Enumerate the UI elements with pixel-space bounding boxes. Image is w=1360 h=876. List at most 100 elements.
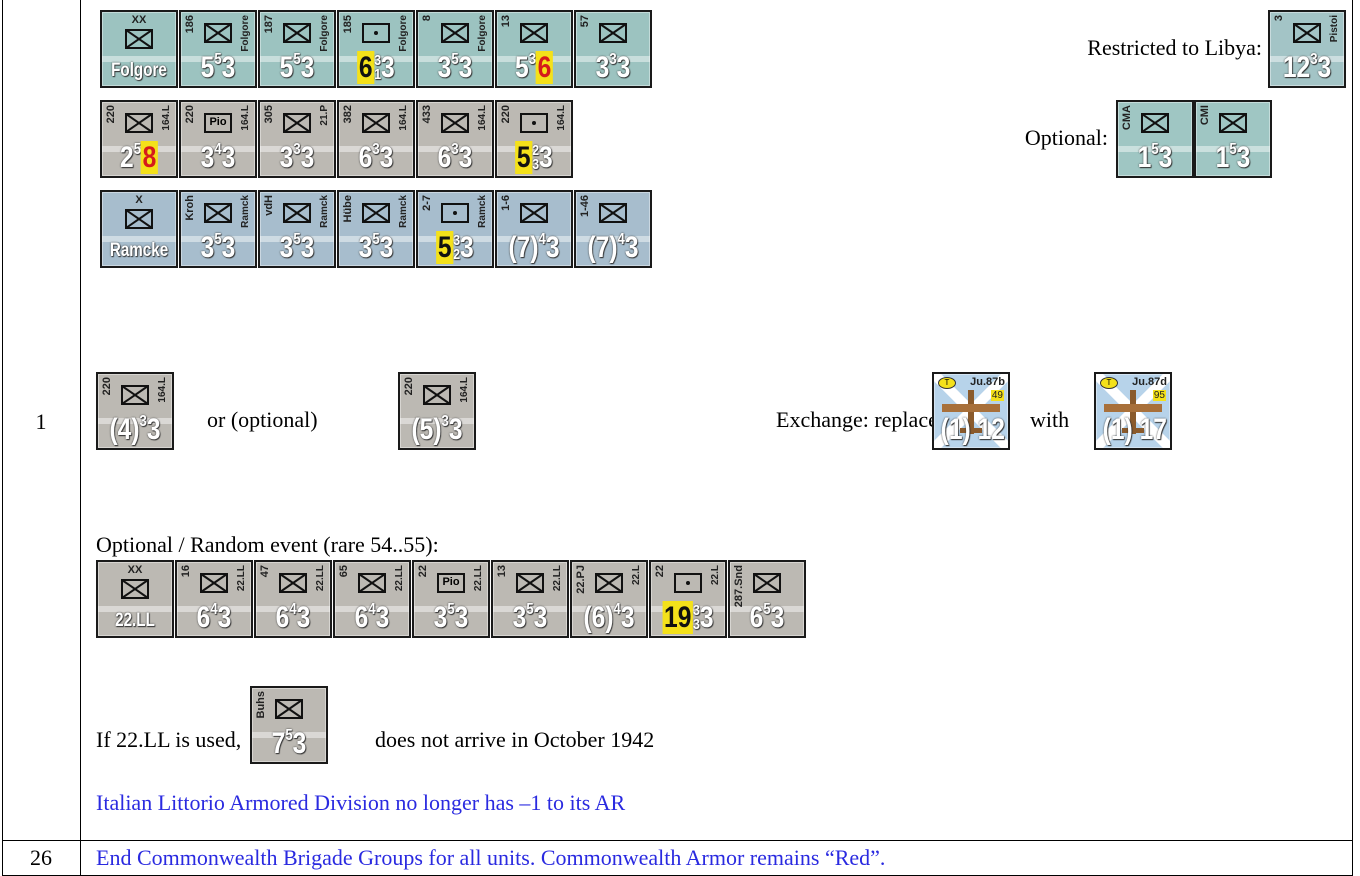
counter: T Ju.87d 95 (1) 17: [1094, 372, 1172, 450]
counter: 185 Folgore 6 3 1 3: [337, 10, 415, 88]
unit-id: 2-7: [421, 195, 433, 211]
label: with: [1030, 407, 1070, 432]
counter-stripe: [181, 56, 255, 62]
factors: (4)33: [105, 414, 166, 446]
unit-symbol: [599, 23, 627, 43]
factors: (7)43: [583, 232, 644, 264]
unit-symbol: [520, 113, 548, 133]
unit-symbol: [423, 385, 451, 405]
movement: 3: [292, 727, 307, 760]
movement: 3: [624, 231, 639, 264]
aircraft-number: 95: [1152, 390, 1166, 401]
counter-stripe: [177, 606, 251, 612]
counter-stripe: [497, 236, 571, 242]
factors: (7)43: [504, 232, 565, 264]
factors: 633: [425, 142, 486, 174]
counter-stripe: [102, 56, 176, 62]
unit-symbol: [279, 573, 307, 593]
defense: 3: [528, 51, 537, 68]
counter: X Ramcke: [100, 190, 178, 268]
attack: 3: [279, 141, 294, 174]
unit-id: 57: [579, 15, 591, 28]
unit-id: 65: [338, 565, 350, 578]
label: If 22.LL is used,: [96, 727, 242, 752]
unit-id: 3: [1273, 15, 1285, 22]
defense: 5: [285, 727, 293, 744]
attack: 1: [1215, 141, 1230, 174]
unit-symbol: [200, 573, 228, 593]
badge: T: [1100, 377, 1118, 389]
movement: 3: [458, 51, 473, 84]
label: Optional:: [1024, 125, 1108, 150]
unit-symbol: [674, 573, 702, 593]
counter-stripe: [576, 56, 650, 62]
attack: 3: [433, 601, 448, 634]
parent-formation: 22.LL: [315, 565, 326, 592]
counter-stripe: [1196, 146, 1270, 152]
unit-symbol: [362, 23, 390, 43]
counter: 433 164.L 633: [416, 100, 494, 178]
unit-id: 433: [421, 105, 433, 124]
unit-id: 305: [263, 105, 275, 124]
attack: (1): [1102, 413, 1133, 446]
counter-stripe: [181, 146, 255, 152]
counter: 2-7 Ramck 5 3 2 3: [416, 190, 494, 268]
movement: 3: [296, 601, 311, 634]
attack: (5): [411, 413, 442, 446]
counter-stripe: [102, 146, 176, 152]
factors: 553: [188, 52, 249, 84]
subvalue: 3: [532, 156, 540, 173]
unit-symbol: [595, 573, 623, 593]
parent-formation: Pistoi: [1329, 15, 1340, 43]
parent-formation: Folgore: [319, 15, 330, 52]
unit-id: CMA: [1121, 105, 1133, 131]
movement: 12: [977, 413, 1005, 446]
counter: 22.PJ 22.L (6)43: [570, 560, 648, 638]
counter-stripe: [260, 236, 334, 242]
defense: 3: [609, 51, 617, 68]
unit-symbol: [121, 579, 149, 599]
parent-formation: 22.L: [710, 565, 721, 586]
counter: 22 22.L 19 3 3 3: [649, 560, 727, 638]
unit-id: 287.Snd: [733, 565, 745, 608]
unit-id: 13: [500, 15, 512, 28]
defense: 5: [447, 601, 455, 618]
turn: 26: [30, 845, 52, 870]
unit-symbol: [1219, 113, 1247, 133]
factors: 1233: [1277, 52, 1338, 84]
label: Optional / Random event (rare 54..55):: [96, 532, 439, 557]
parent-formation: 22.LL: [394, 565, 405, 592]
factors: 553: [267, 52, 328, 84]
attack: (6): [583, 601, 614, 634]
defense: 5: [293, 231, 301, 248]
attack: 5: [515, 141, 533, 174]
counter-stripe: [400, 418, 474, 424]
unit-id: 22: [654, 565, 666, 578]
movement: 3: [217, 601, 232, 634]
parent-formation: Ramck: [240, 195, 251, 228]
defense: 2: [532, 142, 540, 159]
defense: 5: [1151, 141, 1159, 158]
movement: 3: [379, 231, 394, 264]
defense: 4: [617, 231, 625, 248]
counter: 220 164.L (5)33: [398, 372, 476, 450]
parent-formation: Ramck: [319, 195, 330, 228]
unit-id: Hübe: [342, 195, 354, 223]
unit-id: 186: [184, 15, 196, 34]
factors: (1) 17: [1102, 413, 1167, 446]
movement: 3: [545, 231, 560, 264]
defense: 3: [453, 232, 461, 249]
unit-symbol: [437, 573, 465, 593]
movement: 3: [533, 601, 548, 634]
counter-stripe: [1270, 56, 1344, 62]
counter: 187 Folgore 553: [258, 10, 336, 88]
defense: 3: [1310, 51, 1318, 68]
factors: 643: [342, 602, 403, 634]
parent-formation: 164.L: [459, 377, 470, 403]
parent-formation: 22.L: [631, 565, 642, 586]
factors: 353: [421, 602, 482, 634]
movement: 3: [300, 51, 315, 84]
subvalue: 2: [453, 246, 461, 263]
movement: 3: [375, 601, 390, 634]
